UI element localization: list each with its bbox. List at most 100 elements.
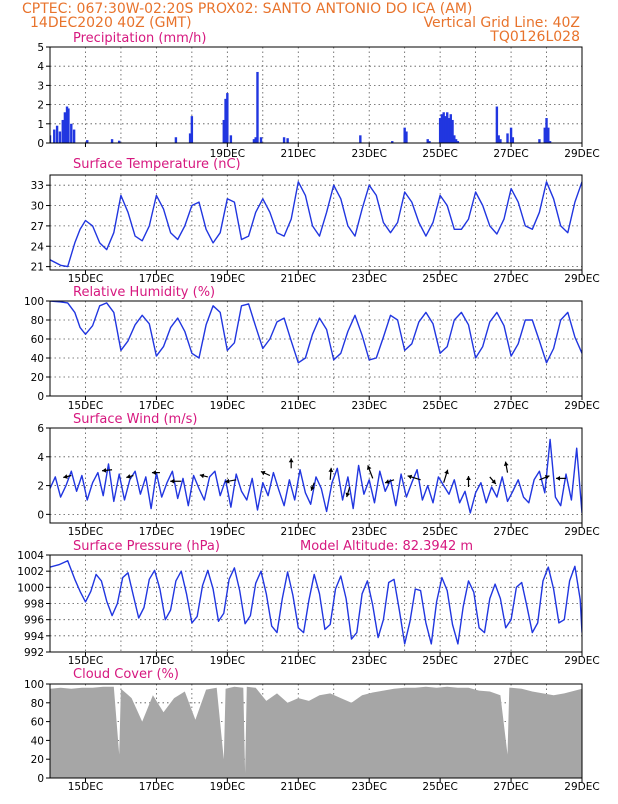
wind-arrow [366,465,374,479]
x-tick-label: 17DEC [139,400,174,412]
panel-5: 992 994 996 998 1000 1002 1004 Surface Pressure… [17,539,599,667]
x-tick-label: 15DEC [68,526,103,538]
precip-bar [110,139,114,143]
y-tick-label: 100 [24,296,44,308]
wind-arrow [466,476,471,488]
x-tick-label: 25DEC [422,400,457,412]
model-altitude-annotation: Model Altitude: 82.3942 m [300,539,473,554]
precip-bar [256,71,259,143]
x-tick-label: 25DEC [422,781,457,793]
precip-bar [511,137,515,143]
wind-arrow [260,470,271,477]
x-tick-label: 21DEC [281,526,316,538]
wind-arrow-head [126,474,131,479]
x-tick-label: 19DEC [210,400,245,412]
x-tick-label: 17DEC [139,655,174,667]
precip-bar [391,141,394,143]
precip-bar [499,139,502,143]
precip-bar [548,141,552,143]
wind-arrow [328,467,334,480]
y-tick-label: 60 [31,334,44,346]
x-tick-label: 23DEC [351,400,386,412]
precip-bar [55,125,59,143]
precip-bar [67,108,70,143]
x-tick-label: 21DEC [281,781,316,793]
header-model-id: TQ0126L028 [489,29,580,45]
x-tick-label: 29DEC [564,526,599,538]
y-tick-label: 998 [24,599,44,611]
plot-content [50,181,582,268]
precip-bar [282,137,286,143]
x-tick-label: 19DEC [210,273,245,285]
precip-bar [229,135,233,143]
y-tick-label: 5 [37,42,44,54]
plot-frame [49,174,583,271]
plot-border [49,427,583,524]
x-tick-label: 23DEC [351,655,386,667]
header-run-date: 14DEC2020 40Z (GMT) [30,15,192,31]
x-tick-label: 19DEC [210,148,245,160]
precip-bar [359,135,362,143]
precip-bar [547,127,550,143]
wind-arrow-head [345,492,351,498]
precip-bar [61,119,64,143]
precip-bar [222,119,225,143]
x-tick-label: 29DEC [564,273,599,285]
y-tick-label: 1 [37,119,44,131]
series-line [50,438,582,514]
y-tick-label: 24 [31,241,45,253]
x-tick-label: 27DEC [493,148,528,160]
x-tick-label: 19DEC [210,781,245,793]
plot-content [50,560,582,645]
plot-frame [49,300,583,397]
precip-bar [428,141,431,143]
wind-arrow [63,474,72,479]
x-tick-label: 25DEC [422,526,457,538]
precip-bar [497,135,500,143]
y-tick-label: 40 [31,735,44,747]
precip-bar [451,119,454,143]
precip-bar [174,137,178,143]
precip-bar [188,133,192,143]
wind-arrow-head [260,470,266,476]
precip-bar [545,118,548,143]
x-tick-label: 17DEC [139,781,174,793]
precip-bar [252,139,256,143]
wind-arrow-head [544,475,550,480]
precip-bar [447,118,451,143]
panel-6: 0 20 40 60 80 100 Cloud Cover (%) 15DEC 17DEC 19D… [24,667,600,793]
wind-arrow-head [444,469,449,475]
plot-content [50,438,582,514]
wind-arrow-head [199,473,205,479]
wind-arrow [556,475,567,481]
wind-arrow-head [491,479,496,484]
x-tick-label: 23DEC [351,781,386,793]
x-tick-label: 15DEC [68,781,103,793]
precip-bar [65,106,69,143]
x-tick-label: 21DEC [281,148,316,160]
y-tick-label: 80 [31,698,44,710]
panels: 0 1 2 3 4 5 Precipitation (mm/h) 19DEC 21DEC 23DE… [17,31,599,793]
wind-arrow [126,474,134,479]
plot-border [49,300,583,397]
y-tick-label: 20 [31,372,44,384]
series-line [50,301,582,364]
wind-arrow-head [466,476,471,481]
wind-arrow-head [288,458,294,463]
y-tick-label: 992 [24,647,44,659]
precip-bar [86,140,89,143]
x-tick-label: 25DEC [422,273,457,285]
series-line [50,560,582,645]
x-tick-label: 15DEC [68,400,103,412]
plot-border [49,174,583,271]
header-grid-line-note: Vertical Grid Line: 40Z [424,15,580,31]
precip-bar [449,114,452,143]
panel-1: 0 1 2 3 4 5 Precipitation (mm/h) 19DEC 21DEC 23DE… [37,31,599,160]
y-tick-label: 2 [37,481,44,493]
wind-arrow [102,467,113,473]
x-tick-label: 21DEC [281,273,316,285]
plot-frame [49,46,583,144]
panel-title: Surface Pressure (hPa) [73,539,220,554]
wind-arrow [503,461,509,473]
